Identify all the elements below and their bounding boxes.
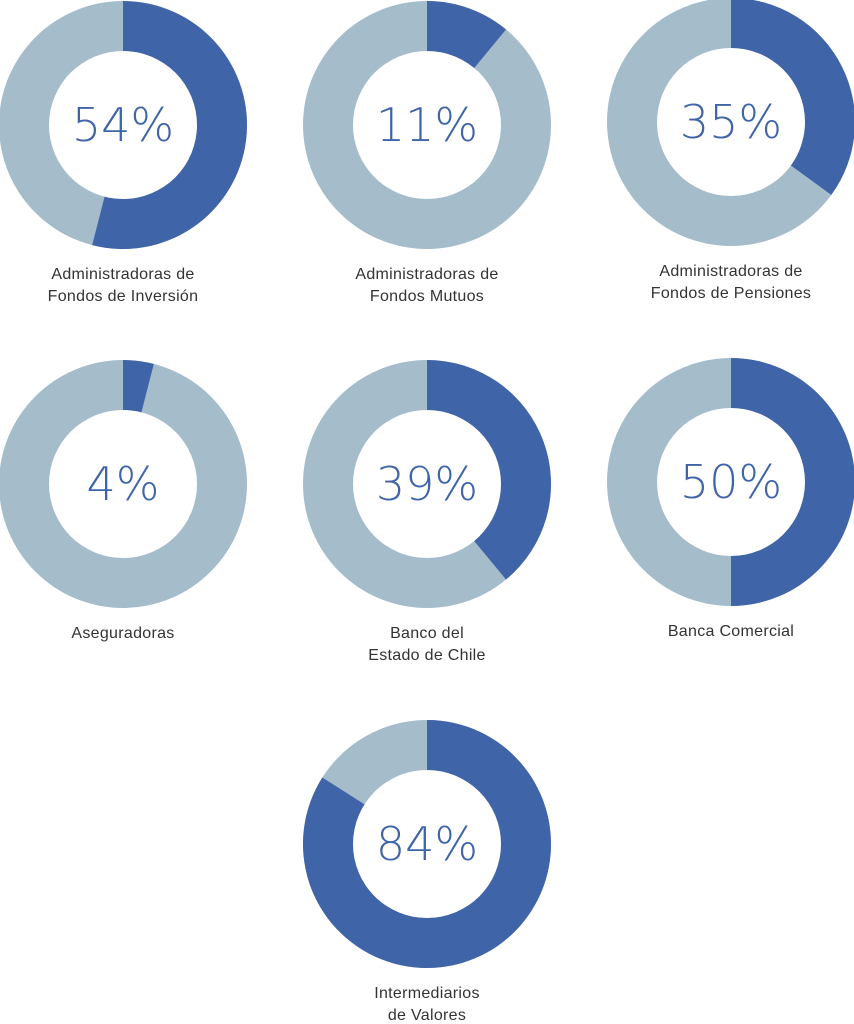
donut-category-label: Aseguradoras: [71, 625, 174, 642]
donut-category-label: Fondos de Pensiones: [651, 285, 811, 302]
donut-percent-label: 39%: [376, 457, 478, 511]
donut-chart: 84% Intermediarios de Valores: [303, 719, 551, 1024]
donut-category-label: Estado de Chile: [368, 647, 485, 664]
donut-chart: 50% Banca Comercial: [607, 358, 854, 640]
donut-chart: 54% Administradoras de Fondos de Inversión: [0, 1, 248, 305]
donut-chart: 39% Banco del Estado de Chile: [303, 360, 551, 664]
donut-hole: [353, 410, 501, 558]
donut-category-label: Banca Comercial: [668, 623, 794, 640]
donut-category-label: Administradoras de: [51, 266, 194, 283]
donut-chart: 11% Administradoras de Fondos Mutuos: [303, 1, 551, 305]
donut-category-label: de Valores: [388, 1007, 466, 1024]
donut-hole: [657, 48, 805, 196]
donut-category-label: Banco del: [390, 625, 464, 642]
donut-percent-label: 50%: [680, 455, 782, 509]
donut-category-label: Administradoras de: [355, 266, 498, 283]
donut-hole: [49, 410, 197, 558]
donut-hole: [353, 770, 501, 918]
donut-chart: 4% Aseguradoras: [0, 360, 247, 642]
donut-category-label: Fondos Mutuos: [370, 288, 484, 305]
donut-percent-label: 4%: [87, 457, 160, 511]
donut-category-label: Administradoras de: [659, 263, 802, 280]
donut-percent-label: 84%: [376, 817, 478, 871]
donut-percent-label: 54%: [72, 98, 174, 152]
donut-hole: [49, 51, 197, 199]
donut-category-label: Fondos de Inversión: [48, 288, 199, 305]
donut-percent-label: 11%: [376, 98, 478, 152]
donut-percent-label: 35%: [680, 95, 782, 149]
donut-hole: [353, 51, 501, 199]
donut-hole: [657, 408, 805, 556]
donut-chart: 35% Administradoras de Fondos de Pensiones: [607, 0, 854, 302]
donut-category-label: Intermediarios: [374, 985, 480, 1002]
